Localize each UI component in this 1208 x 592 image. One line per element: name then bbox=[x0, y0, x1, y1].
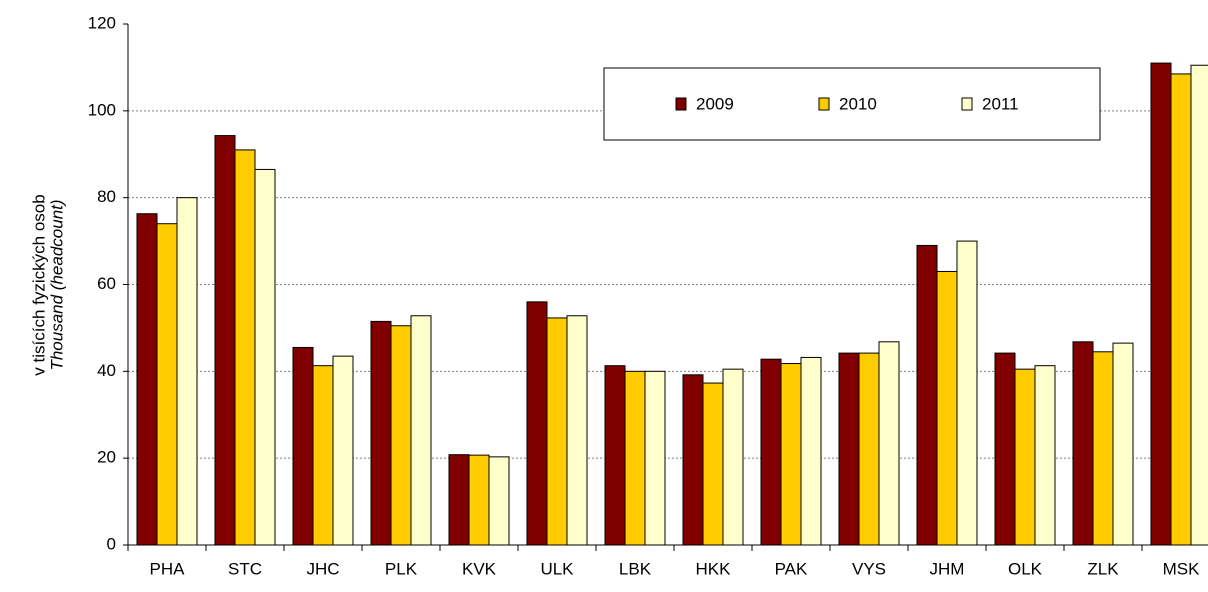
bar bbox=[448, 454, 470, 546]
bar bbox=[878, 341, 900, 546]
bar bbox=[332, 355, 354, 546]
x-tick-label: PHA bbox=[150, 559, 186, 578]
bar bbox=[526, 301, 548, 546]
bar bbox=[234, 149, 256, 546]
y-tick-label: 20 bbox=[97, 448, 116, 467]
bar bbox=[1150, 62, 1172, 546]
x-tick-label: ULK bbox=[540, 559, 574, 578]
bar bbox=[254, 168, 276, 546]
x-tick-label: PAK bbox=[775, 559, 808, 578]
y-tick-label: 120 bbox=[88, 13, 116, 32]
bar bbox=[702, 382, 724, 546]
bar bbox=[604, 365, 626, 546]
bar bbox=[566, 315, 588, 546]
legend-swatch bbox=[961, 97, 973, 111]
bar bbox=[1112, 342, 1134, 546]
x-tick-label: JHC bbox=[306, 559, 339, 578]
x-tick-label: PLK bbox=[385, 559, 418, 578]
bar bbox=[956, 240, 978, 546]
bar bbox=[644, 370, 666, 546]
x-tick-label: VYS bbox=[852, 559, 886, 578]
bar bbox=[1014, 368, 1036, 546]
bar bbox=[760, 358, 782, 546]
bar bbox=[916, 244, 938, 546]
bar bbox=[176, 197, 198, 546]
bar bbox=[1072, 341, 1094, 546]
x-tick-label: JHM bbox=[930, 559, 965, 578]
bar bbox=[1190, 64, 1208, 546]
legend-box bbox=[603, 67, 1101, 141]
y-tick-label: 0 bbox=[107, 534, 116, 553]
bar bbox=[468, 454, 490, 546]
bar bbox=[722, 368, 744, 546]
y-tick-label: 80 bbox=[97, 187, 116, 206]
bar bbox=[994, 352, 1016, 546]
bar bbox=[624, 370, 646, 546]
bar bbox=[1092, 351, 1114, 546]
bar bbox=[370, 320, 392, 546]
bar bbox=[682, 374, 704, 546]
legend-swatch bbox=[818, 97, 830, 111]
y-tick-label: 40 bbox=[97, 361, 116, 380]
x-tick-label: LBK bbox=[619, 559, 652, 578]
y-axis-title: v tisících fyzických osob bbox=[29, 194, 48, 375]
bar bbox=[838, 352, 860, 546]
bar bbox=[136, 213, 158, 546]
legend-label: 2009 bbox=[696, 94, 734, 113]
legend-label: 2011 bbox=[982, 94, 1019, 113]
bar bbox=[858, 352, 880, 546]
bar bbox=[410, 315, 432, 546]
y-axis-title-group: v tisících fyzických osob Thousand (head… bbox=[29, 194, 66, 375]
x-tick-label: OLK bbox=[1008, 559, 1043, 578]
x-tick-label: STC bbox=[228, 559, 262, 578]
x-tick-label: KVK bbox=[462, 559, 497, 578]
bar bbox=[546, 317, 568, 546]
bar bbox=[312, 365, 334, 546]
x-tick-label: HKK bbox=[696, 559, 732, 578]
bar bbox=[1034, 365, 1056, 546]
y-tick-label: 100 bbox=[88, 100, 116, 119]
x-tick-label: MSK bbox=[1163, 559, 1201, 578]
bar bbox=[936, 270, 958, 546]
bar bbox=[1170, 73, 1192, 546]
bar bbox=[780, 363, 802, 546]
bar bbox=[390, 325, 412, 546]
bar bbox=[156, 223, 178, 546]
bar bbox=[800, 356, 822, 546]
x-tick-label: ZLK bbox=[1087, 559, 1119, 578]
bar bbox=[292, 346, 314, 546]
y-tick-label: 60 bbox=[97, 274, 116, 293]
legend-label: 2010 bbox=[839, 94, 877, 113]
y-axis-title-2: Thousand (headcount) bbox=[47, 199, 66, 370]
bar bbox=[488, 456, 510, 546]
legend-swatch bbox=[675, 97, 687, 111]
bar bbox=[214, 135, 236, 546]
